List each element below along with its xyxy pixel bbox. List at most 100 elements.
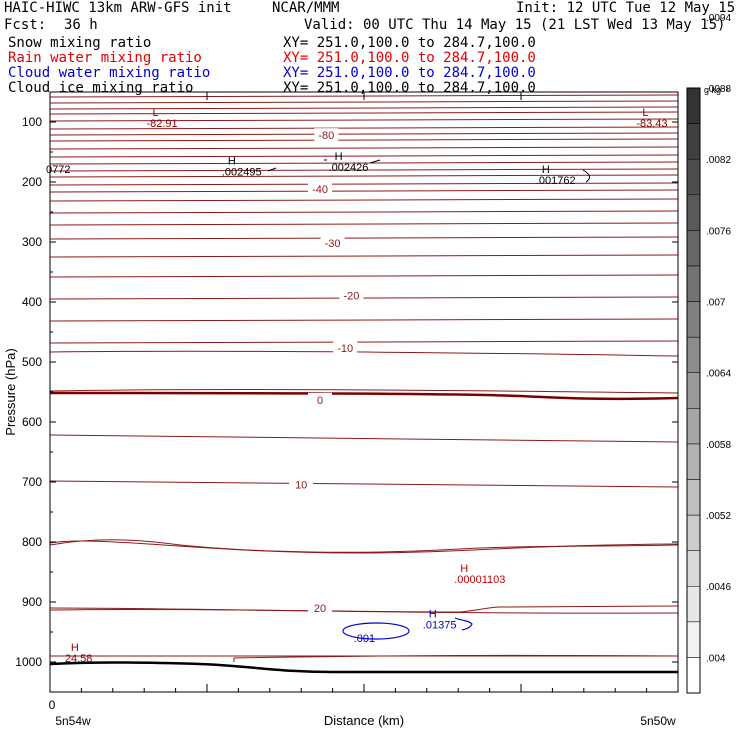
cloud-water-contour [342, 622, 410, 640]
header-valid: Valid: 00 UTC Thu 14 May 15 (21 LST Wed … [304, 17, 726, 33]
contour-line [49, 296, 679, 300]
y-tick-label: 600 [22, 415, 42, 429]
colorbar-swatch [686, 158, 701, 196]
contour-label-bg [308, 601, 333, 614]
contour-label: -40 [312, 184, 328, 196]
extremum-value: .001762 [536, 175, 576, 187]
contour-line [49, 132, 679, 136]
colorbar-label: .0064 [706, 369, 731, 380]
contour-line [49, 210, 679, 214]
contour-line [49, 254, 679, 258]
contour-line [49, 138, 679, 142]
field-rain-name: Rain water mixing ratio [8, 50, 202, 66]
contour-line [49, 318, 679, 322]
colorbar-label: .0088 [706, 84, 731, 95]
extremum-value: .001 [354, 633, 375, 645]
extremum-value: 0772 [46, 164, 70, 176]
colorbar-swatch [686, 550, 701, 587]
colorbar-swatch [686, 230, 701, 267]
extremum-value: .00001103 [454, 574, 505, 586]
colorbar-swatch [686, 336, 701, 373]
contour-label: 0 [317, 395, 323, 407]
extremum-value: .002426 [329, 162, 369, 174]
header-fcst-value: 36 h [64, 17, 98, 33]
field-snow-xy: XY= 251.0,100.0 to 284.7,100.0 [283, 35, 536, 51]
contour-label: -30 [325, 238, 341, 250]
contour-line [49, 539, 679, 553]
contour-line [49, 480, 679, 488]
y-tick-label: 300 [22, 235, 42, 249]
colorbar-swatch [686, 265, 701, 302]
extremum-mark: H [542, 164, 550, 176]
contour-line [49, 540, 679, 554]
contour-label-bg [333, 341, 358, 355]
colorbar-swatch [686, 443, 701, 480]
terrain-line [49, 661, 678, 674]
field-snow-name: Snow mixing ratio [8, 35, 152, 51]
extremum-mark: H [335, 151, 343, 163]
contour-label: -80 [318, 130, 334, 142]
contour-line [49, 182, 679, 186]
x-right-label: 5n50w [640, 714, 676, 728]
contour-line [49, 236, 679, 240]
contour-line [49, 126, 679, 130]
contour-label: -20 [343, 290, 359, 302]
extremum-value: -82.91 [146, 118, 177, 130]
y-tick-label: 100 [22, 115, 42, 129]
contour-label-bg [320, 236, 345, 250]
extremum-mark: H [71, 642, 79, 654]
colorbar-swatch [686, 123, 701, 160]
colorbar-frame [686, 87, 701, 694]
contour-line [49, 340, 679, 344]
y-tick-label: 800 [22, 535, 42, 549]
contour-line [49, 350, 679, 357]
colorbar-swatch [686, 585, 701, 623]
extremum-value: -83.43 [636, 118, 667, 130]
colorbar-swatch [686, 657, 701, 694]
extremum-value: .01375 [423, 620, 457, 632]
field-cloudwater-name: Cloud water mixing ratio [8, 65, 211, 81]
contour-line [49, 106, 679, 110]
colorbar-label: .0046 [706, 582, 731, 593]
colorbar-label: .0058 [706, 440, 731, 451]
contour-label: -10 [337, 343, 353, 355]
extremum-mark: H [429, 609, 437, 621]
colorbar-swatch [686, 408, 701, 445]
colorbar-swatch [686, 301, 701, 338]
zero-contour [49, 391, 679, 401]
contour-label: 10 [295, 479, 307, 491]
colorbar-label: .0082 [706, 155, 731, 166]
x-left-label: 5n54w [55, 714, 91, 728]
snow-contour [582, 169, 591, 183]
colorbar-swatch [686, 479, 701, 516]
y-tick-label: 900 [22, 595, 42, 609]
x-origin-label: 0 [49, 698, 56, 712]
colorbar-swatch [686, 87, 701, 124]
cloud-water-contour [454, 617, 473, 631]
colorbar-unit: g kg⁻¹ [704, 85, 729, 95]
contour-line [49, 146, 679, 150]
header-org: NCAR/MMM [272, 0, 340, 16]
extremum-mark: H [228, 156, 236, 168]
contour-line [233, 654, 679, 662]
contour-label-bg [308, 392, 333, 406]
colorbar-swatch [686, 194, 701, 231]
y-tick-label: 700 [22, 475, 42, 489]
colorbar-swatch [686, 372, 701, 409]
y-axis-title: Pressure (hPa) [3, 348, 18, 435]
colorbar-label: .0052 [706, 511, 731, 522]
field-cloudwater-xy: XY= 251.0,100.0 to 284.7,100.0 [283, 65, 536, 81]
colorbar-swatch [686, 514, 701, 551]
header-title: HAIC-HIWC 13km ARW-GFS init [4, 0, 232, 16]
contour-line [49, 154, 679, 158]
y-tick-label: 500 [22, 355, 42, 369]
contour-label-bg [314, 128, 339, 142]
contour-line [49, 222, 679, 226]
contour-line [49, 174, 679, 178]
field-rain-xy: XY= 251.0,100.0 to 284.7,100.0 [283, 50, 536, 66]
colorbar-label: .007 [706, 298, 726, 309]
contour-line [49, 118, 679, 122]
header-init: Init: 12 UTC Tue 12 May 15 [516, 0, 736, 16]
y-tick-label: 200 [22, 175, 42, 189]
